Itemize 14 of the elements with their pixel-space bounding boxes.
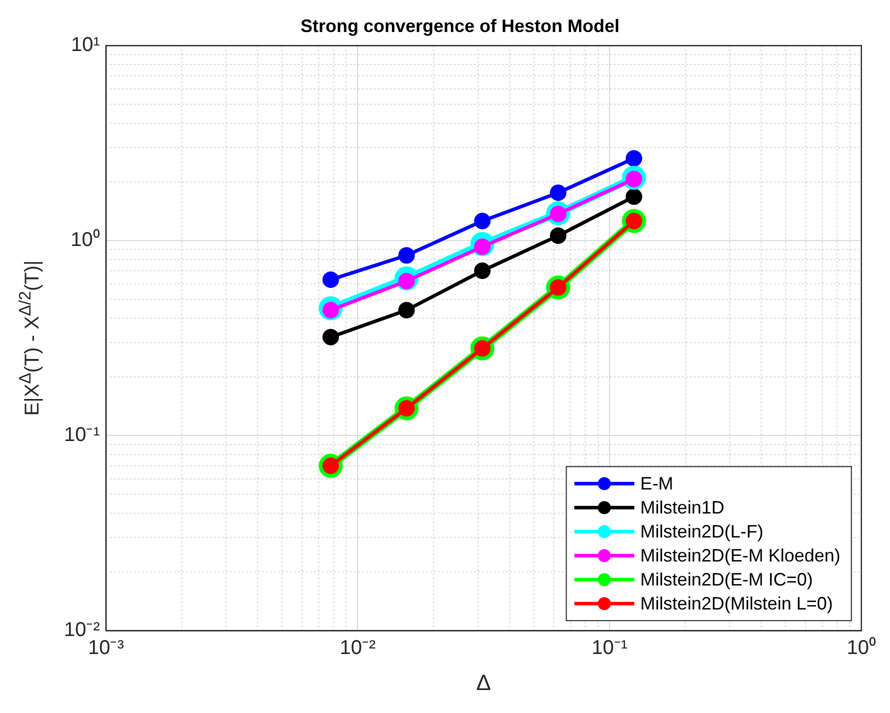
legend-label: Milstein2D(L-F) (640, 522, 764, 542)
legend-label: E-M (640, 474, 674, 494)
chart-title: Strong convergence of Heston Model (300, 16, 620, 36)
y-tick-label: 10¹ (71, 34, 100, 56)
x-tick-label: 10⁻² (340, 637, 376, 660)
x-tick-label: 10⁻¹ (592, 637, 628, 660)
legend-label: Milstein2D(E-M IC=0) (640, 570, 813, 590)
legend-label: Milstein1D (640, 498, 724, 518)
x-axis-title: Δ (476, 670, 492, 695)
y-tick-label: 10⁰ (70, 228, 100, 252)
legend-label: Milstein2D(E-M Kloeden) (640, 546, 840, 566)
legend-label: Milstein2D(Milstein L=0) (640, 594, 833, 614)
x-tick-label: 10⁰ (846, 636, 876, 660)
y-tick-label: 10⁻¹ (64, 424, 100, 446)
